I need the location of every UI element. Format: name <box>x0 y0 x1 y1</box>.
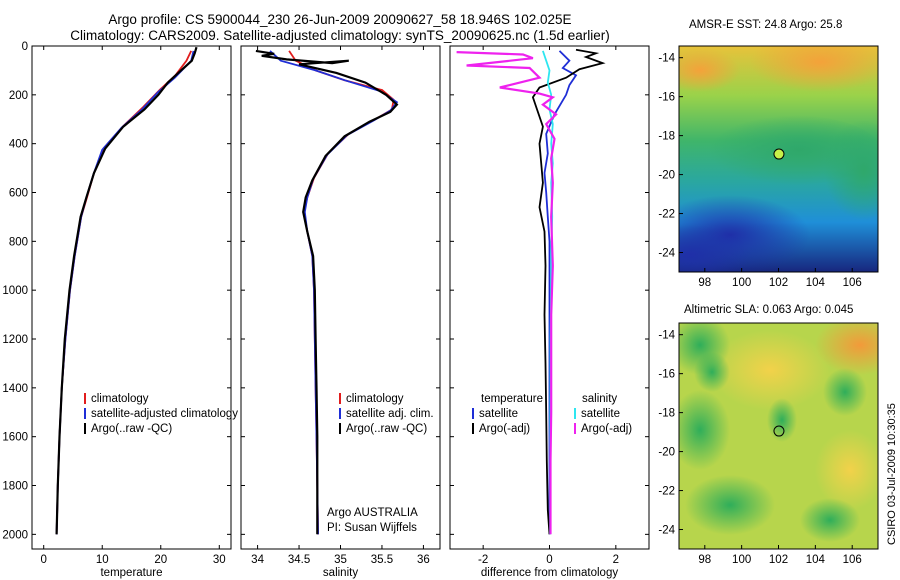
x-tick-label: 10 <box>96 554 109 566</box>
legend-p3-temp-satellite: satellite <box>479 408 518 420</box>
y-tick-label: 800 <box>9 236 28 248</box>
legend-p2-item-1: climatology <box>346 393 404 405</box>
map-y-tick-label: -18 <box>658 131 675 143</box>
sst-map-title: AMSR-E SST: 24.8 Argo: 25.8 <box>689 19 843 31</box>
x-tick-label: 36 <box>417 554 430 566</box>
y-tick-label: 400 <box>9 139 28 151</box>
legend-p3-header-temperature: temperature <box>481 393 543 405</box>
series-line-p2-3 <box>255 49 399 535</box>
x-tick-label: 0 <box>546 554 552 566</box>
map-y-tick-label: -24 <box>658 248 675 260</box>
map-x-tick-label: 100 <box>732 554 751 566</box>
sla-field <box>679 323 878 549</box>
y-tick-label: 1200 <box>2 334 28 346</box>
y-tick-label: 0 <box>22 41 28 53</box>
map-x-tick-label: 104 <box>806 277 826 289</box>
legend-p3-sal-satellite: satellite <box>581 408 620 420</box>
x-tick-label: 30 <box>213 554 226 566</box>
map-x-tick-label: 102 <box>769 277 788 289</box>
map-x-tick-label: 98 <box>698 277 711 289</box>
y-tick-label: 1800 <box>2 481 28 493</box>
x-tick-label: 2 <box>613 554 619 566</box>
x-axis-label: salinity <box>323 567 358 579</box>
series-line-p1-1 <box>55 50 193 535</box>
plot-frame-2 <box>240 45 441 550</box>
map-x-tick-label: 106 <box>843 554 862 566</box>
map-x-tick-label: 102 <box>769 554 788 566</box>
map-x-tick-label: 106 <box>843 277 862 289</box>
x-tick-label: 35 <box>334 554 347 566</box>
sst-field <box>679 46 878 272</box>
legend-p3-header-salinity: salinity <box>582 393 617 405</box>
series-line-p3-1 <box>543 50 578 535</box>
map-y-tick-label: -22 <box>658 209 675 221</box>
x-tick-label: 34 <box>251 554 264 566</box>
plot-frame-1 <box>31 45 232 550</box>
map-y-tick-label: -16 <box>658 92 675 104</box>
y-tick-label: 1000 <box>2 285 28 297</box>
title-line-1: Argo profile: CS 5900044_230 26-Jun-2009… <box>108 12 572 27</box>
series-line-p2-2 <box>269 50 399 535</box>
legend-p3-temp-argo: Argo(-adj) <box>479 423 530 435</box>
sst-argo-position-marker <box>773 148 785 160</box>
sla-map-title: Altimetric SLA: 0.063 Argo: 0.045 <box>684 304 854 316</box>
series-line-p1-3 <box>55 46 198 535</box>
title-line-2: Climatology: CARS2009. Satellite-adjuste… <box>70 28 610 43</box>
legend-p1-item-1: climatology <box>91 393 149 405</box>
argo-agency-annotation: Argo AUSTRALIA <box>327 507 418 519</box>
y-tick-label: 2000 <box>2 529 28 541</box>
legend-p2-item-3: Argo(..raw -QC) <box>346 423 427 435</box>
map-y-tick-label: -16 <box>658 369 675 381</box>
argo-pi-annotation: PI: Susan Wijffels <box>327 522 417 534</box>
map-y-tick-label: -24 <box>658 525 675 537</box>
map-x-tick-label: 100 <box>732 277 751 289</box>
x-tick-label: 0 <box>41 554 47 566</box>
map-y-tick-label: -14 <box>658 330 675 342</box>
legend-p3-sal-argo: Argo(-adj) <box>581 423 632 435</box>
x-tick-label: 20 <box>154 554 167 566</box>
map-y-tick-label: -20 <box>658 447 675 459</box>
legend-p2-item-2: satellite adj. clim. <box>346 408 434 420</box>
map-x-tick-label: 98 <box>698 554 711 566</box>
y-tick-label: 600 <box>9 188 28 200</box>
map-x-tick-label: 104 <box>806 554 826 566</box>
y-tick-label: 200 <box>9 90 28 102</box>
legend-p1-item-3: Argo(..raw -QC) <box>91 423 172 435</box>
series-line-p3-4 <box>456 51 558 535</box>
series-line-p3-2 <box>531 48 606 535</box>
x-axis-label: temperature <box>100 567 162 579</box>
x-axis-label: difference from climatology <box>481 567 618 579</box>
sla-argo-position-marker <box>773 425 785 437</box>
x-tick-label: 34.5 <box>288 554 310 566</box>
series-line-p2-1 <box>288 50 395 535</box>
map-y-tick-label: -18 <box>658 408 675 420</box>
map-y-tick-label: -22 <box>658 486 675 498</box>
y-tick-label: 1600 <box>2 432 28 444</box>
legend-p1-item-2: satellite-adjusted climatology <box>91 408 238 420</box>
map-y-tick-label: -14 <box>658 53 675 65</box>
x-tick-label: 35.5 <box>371 554 393 566</box>
map-y-tick-label: -20 <box>658 170 675 182</box>
x-tick-label: -2 <box>478 554 488 566</box>
y-tick-label: 1400 <box>2 383 28 395</box>
